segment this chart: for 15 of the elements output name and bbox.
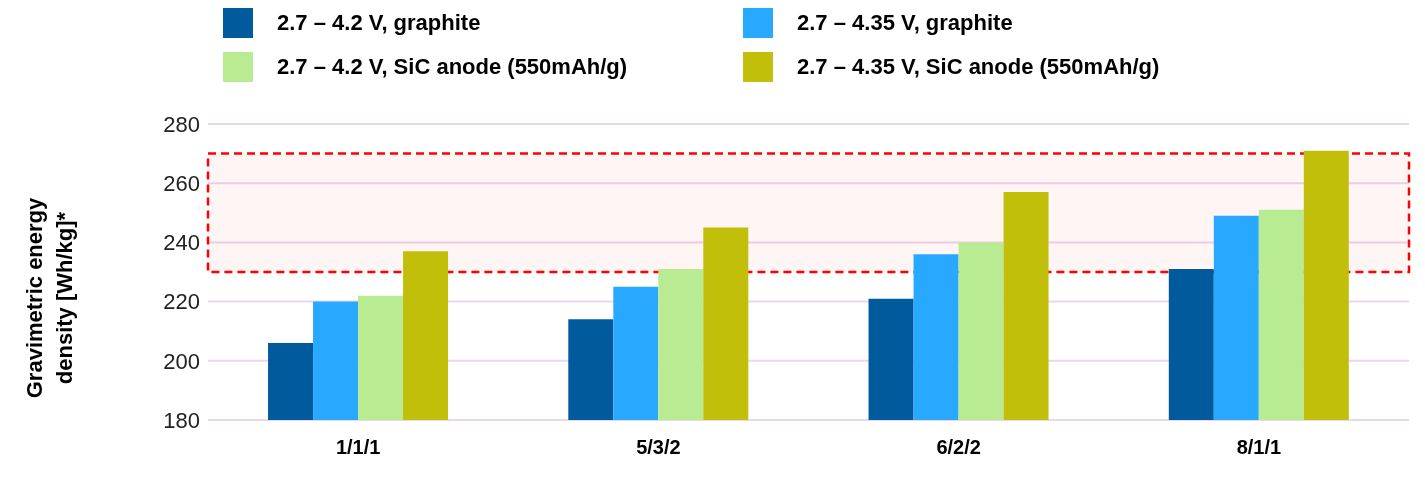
x-tick-label: 8/1/1 [1236, 436, 1282, 459]
x-tick-label: 1/1/1 [335, 436, 381, 459]
x-tick-label: 6/2/2 [936, 436, 981, 459]
y-axis-title: Gravimetric energy density [Wh/kg]* [22, 196, 77, 399]
legend-label: 2.7 – 4.35 V, graphite [797, 10, 1013, 36]
legend-label: 2.7 – 4.35 V, SiC anode (550mAh/g) [797, 54, 1160, 80]
x-tick-label: 5/3/2 [636, 436, 681, 459]
y-tick-label: 280 [163, 111, 200, 137]
y-tick-label: 200 [163, 348, 200, 374]
y-tick-label: 240 [163, 230, 200, 256]
legend-label: 2.7 – 4.2 V, graphite [277, 10, 481, 36]
legend-label: 2.7 – 4.2 V, SiC anode (550mAh/g) [277, 54, 628, 80]
y-tick-label: 180 [163, 407, 200, 433]
y-tick-label: 260 [163, 171, 200, 197]
y-tick-label: 220 [163, 289, 200, 315]
